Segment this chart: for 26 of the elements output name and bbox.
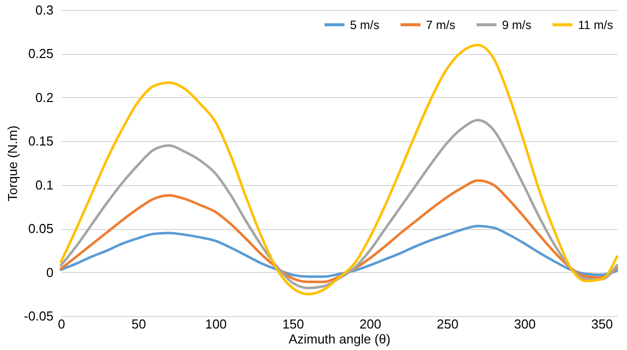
legend-label: 9 m/s (502, 18, 532, 32)
y-tick-label: 0.05 (28, 221, 54, 236)
y-tick-label: 0 (46, 264, 54, 280)
y-axis-title: Torque (N.m) (4, 126, 20, 202)
y-tick-label: 0.1 (35, 177, 54, 192)
y-tick-label: 0.15 (28, 134, 54, 149)
line-series (60, 179, 618, 284)
y-tick-label: -0.05 (24, 308, 54, 324)
y-tick-label: 0.25 (28, 46, 54, 62)
y-tick-label: 0.3 (35, 2, 54, 18)
x-tick-label: 150 (282, 316, 304, 332)
x-axis-title: Azimuth angle (θ) (288, 332, 390, 346)
legend-label: 7 m/s (426, 18, 456, 32)
legend-label: 11 m/s (578, 18, 614, 32)
line-series (60, 118, 618, 290)
legend-label: 5 m/s (350, 18, 380, 32)
line-series (60, 224, 618, 278)
x-tick-label: 200 (360, 316, 382, 332)
line-series (60, 44, 618, 296)
x-tick-label: 100 (205, 316, 227, 332)
x-tick-label: 0 (58, 316, 66, 332)
y-tick-label: 0.2 (35, 90, 54, 105)
x-tick-label: 50 (131, 316, 146, 332)
x-tick-label: 350 (591, 316, 613, 332)
x-tick-label: 250 (436, 316, 458, 332)
x-tick-label: 300 (514, 316, 536, 332)
